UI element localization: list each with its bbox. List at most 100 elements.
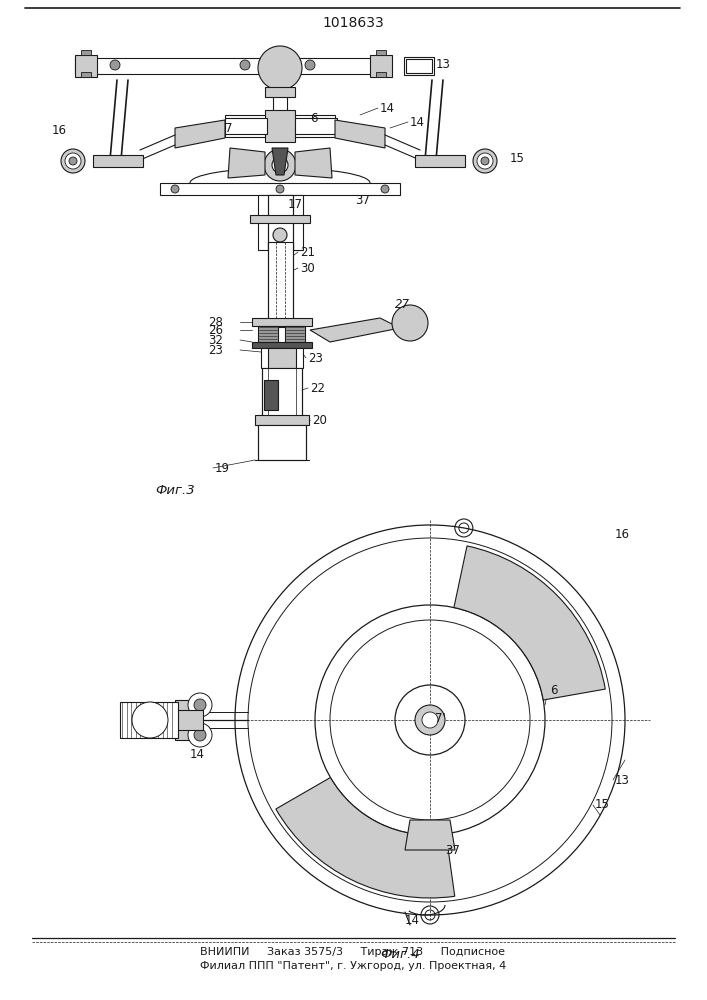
Bar [75, 58, 385, 74]
Bar [268, 348, 296, 368]
Circle shape [276, 185, 284, 193]
Bar [75, 55, 97, 77]
Circle shape [110, 60, 120, 70]
Bar [261, 348, 303, 368]
Text: 14: 14 [380, 102, 395, 114]
Circle shape [305, 60, 315, 70]
Circle shape [65, 153, 81, 169]
Circle shape [194, 699, 206, 711]
Bar [264, 380, 278, 410]
Polygon shape [175, 120, 225, 148]
Text: 32: 32 [208, 334, 223, 347]
Bar [93, 155, 143, 167]
Polygon shape [228, 148, 265, 178]
Circle shape [188, 693, 212, 717]
Text: 14: 14 [405, 914, 420, 926]
Text: 7': 7' [435, 712, 445, 724]
Bar [255, 415, 309, 425]
Text: 30: 30 [300, 261, 315, 274]
Bar [81, 72, 91, 77]
Polygon shape [310, 318, 400, 342]
Text: 14: 14 [190, 748, 205, 762]
Bar [175, 700, 190, 740]
Polygon shape [405, 820, 455, 850]
Bar [265, 87, 295, 97]
Text: 37: 37 [355, 194, 370, 207]
Polygon shape [295, 148, 332, 178]
Circle shape [415, 705, 445, 735]
Bar [265, 110, 295, 142]
Circle shape [273, 228, 287, 242]
Circle shape [272, 157, 288, 173]
Text: 6: 6 [310, 111, 317, 124]
Text: 21: 21 [300, 245, 315, 258]
Text: 1018633: 1018633 [322, 16, 384, 30]
Bar [258, 195, 303, 250]
Bar [268, 195, 293, 250]
Circle shape [69, 157, 77, 165]
Text: 7: 7 [225, 121, 233, 134]
Circle shape [258, 46, 302, 90]
Circle shape [188, 723, 212, 747]
Text: 17: 17 [288, 198, 303, 212]
Text: 28: 28 [208, 316, 223, 328]
Bar [262, 368, 302, 418]
Text: 26: 26 [208, 324, 223, 336]
Text: 23: 23 [208, 344, 223, 357]
Bar [295, 118, 337, 134]
Bar [258, 326, 278, 342]
Text: 22: 22 [310, 381, 325, 394]
Circle shape [473, 149, 497, 173]
Bar [252, 318, 312, 326]
Circle shape [264, 149, 296, 181]
Bar [175, 710, 203, 730]
Text: 13: 13 [436, 58, 451, 72]
Polygon shape [335, 120, 385, 148]
Text: 14: 14 [410, 115, 425, 128]
Bar [415, 155, 465, 167]
Circle shape [477, 153, 493, 169]
Circle shape [481, 157, 489, 165]
Bar [258, 425, 306, 460]
Bar [250, 215, 310, 223]
Bar [225, 118, 267, 134]
Bar [225, 115, 335, 137]
Circle shape [422, 712, 438, 728]
Bar [160, 183, 400, 195]
Text: 13: 13 [615, 774, 630, 786]
Text: 6: 6 [550, 684, 558, 696]
Circle shape [392, 305, 428, 341]
Text: Фиг.3: Фиг.3 [155, 484, 194, 496]
Circle shape [240, 60, 250, 70]
Bar [370, 55, 392, 77]
Circle shape [194, 729, 206, 741]
Wedge shape [454, 546, 605, 700]
Text: Филиал ППП "Патент", г. Ужгород, ул. Проектная, 4: Филиал ППП "Патент", г. Ужгород, ул. Про… [200, 961, 506, 971]
Text: 37: 37 [445, 844, 460, 856]
Bar [252, 342, 312, 348]
Circle shape [132, 702, 168, 738]
Text: 15: 15 [595, 798, 610, 812]
Text: 19: 19 [215, 462, 230, 475]
Wedge shape [276, 778, 455, 898]
Bar [285, 326, 305, 342]
Text: 23: 23 [308, 352, 323, 364]
Bar [376, 72, 386, 77]
Text: 16: 16 [615, 528, 630, 542]
Circle shape [381, 185, 389, 193]
Text: 20: 20 [312, 414, 327, 426]
Circle shape [61, 149, 85, 173]
Text: 16: 16 [52, 123, 67, 136]
Bar [376, 50, 386, 55]
Text: 27: 27 [395, 298, 410, 312]
Polygon shape [272, 148, 288, 175]
Bar [404, 57, 434, 75]
Bar [268, 242, 293, 327]
Bar [81, 50, 91, 55]
Circle shape [171, 185, 179, 193]
Bar [120, 702, 178, 738]
Bar [406, 59, 432, 73]
Text: 15: 15 [510, 151, 525, 164]
Text: ВНИИПИ     Заказ 3575/3     Тираж 713     Подписное: ВНИИПИ Заказ 3575/3 Тираж 713 Подписное [201, 947, 506, 957]
Text: Фиг.4: Фиг.4 [380, 948, 420, 962]
